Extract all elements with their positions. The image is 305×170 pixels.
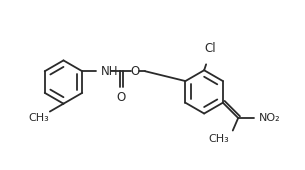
Text: NH: NH — [101, 65, 118, 78]
Text: Cl: Cl — [204, 41, 216, 55]
Text: O: O — [131, 65, 140, 78]
Text: O: O — [116, 91, 125, 104]
Text: NO₂: NO₂ — [259, 113, 281, 123]
Text: CH₃: CH₃ — [28, 113, 49, 123]
Text: CH₃: CH₃ — [208, 134, 229, 144]
